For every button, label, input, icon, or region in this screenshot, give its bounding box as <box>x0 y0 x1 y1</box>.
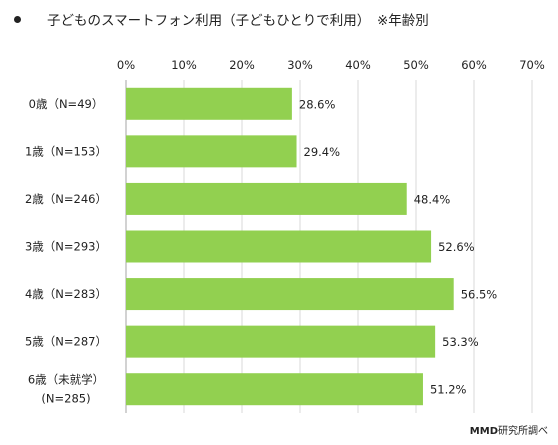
category-label: 1歳（N=153） <box>25 144 107 158</box>
x-tick-label: 10% <box>171 58 197 72</box>
x-tick-label: 70% <box>519 58 545 72</box>
x-tick-label: 30% <box>287 58 313 72</box>
bar-value-label: 28.6% <box>299 97 336 111</box>
x-tick-label: 60% <box>461 58 487 72</box>
bar-value-label: 51.2% <box>430 383 467 397</box>
bar <box>126 278 454 311</box>
x-tick-label: 40% <box>345 58 371 72</box>
bar <box>126 87 292 120</box>
x-tick-label: 20% <box>229 58 255 72</box>
bar-value-label: 48.4% <box>414 192 451 206</box>
bar-value-label: 29.4% <box>304 145 341 159</box>
chart-title: 子どものスマートフォン利用（子どもひとりで利用） ※年齢別 <box>47 13 429 29</box>
source-credit: MMD研究所調べ <box>470 422 548 437</box>
category-label: 3歳（N=293） <box>25 240 107 254</box>
bar <box>126 230 432 263</box>
bar <box>126 135 297 168</box>
bar-value-label: 52.6% <box>438 240 475 254</box>
bar-value-label: 56.5% <box>461 288 498 302</box>
bar <box>126 373 423 406</box>
source-suffix: 研究所調べ <box>498 426 548 437</box>
bullet-icon <box>14 15 21 23</box>
category-label: 6歳（未就学） <box>28 373 104 387</box>
category-label: 4歳（N=283） <box>25 287 107 301</box>
category-label: 0歳（N=49） <box>29 97 104 111</box>
source-org: MMD <box>469 426 498 437</box>
category-label: 5歳（N=287） <box>25 335 107 349</box>
x-tick-label: 0% <box>117 58 135 72</box>
bar <box>126 182 407 215</box>
chart-title-row: 子どものスマートフォン利用（子どもひとりで利用） ※年齢別 <box>14 9 429 29</box>
x-tick-label: 50% <box>403 58 429 72</box>
bar <box>126 325 436 358</box>
category-label: (N=285) <box>41 392 90 406</box>
bar-value-label: 53.3% <box>442 335 479 349</box>
category-label: 2歳（N=246） <box>25 192 107 206</box>
